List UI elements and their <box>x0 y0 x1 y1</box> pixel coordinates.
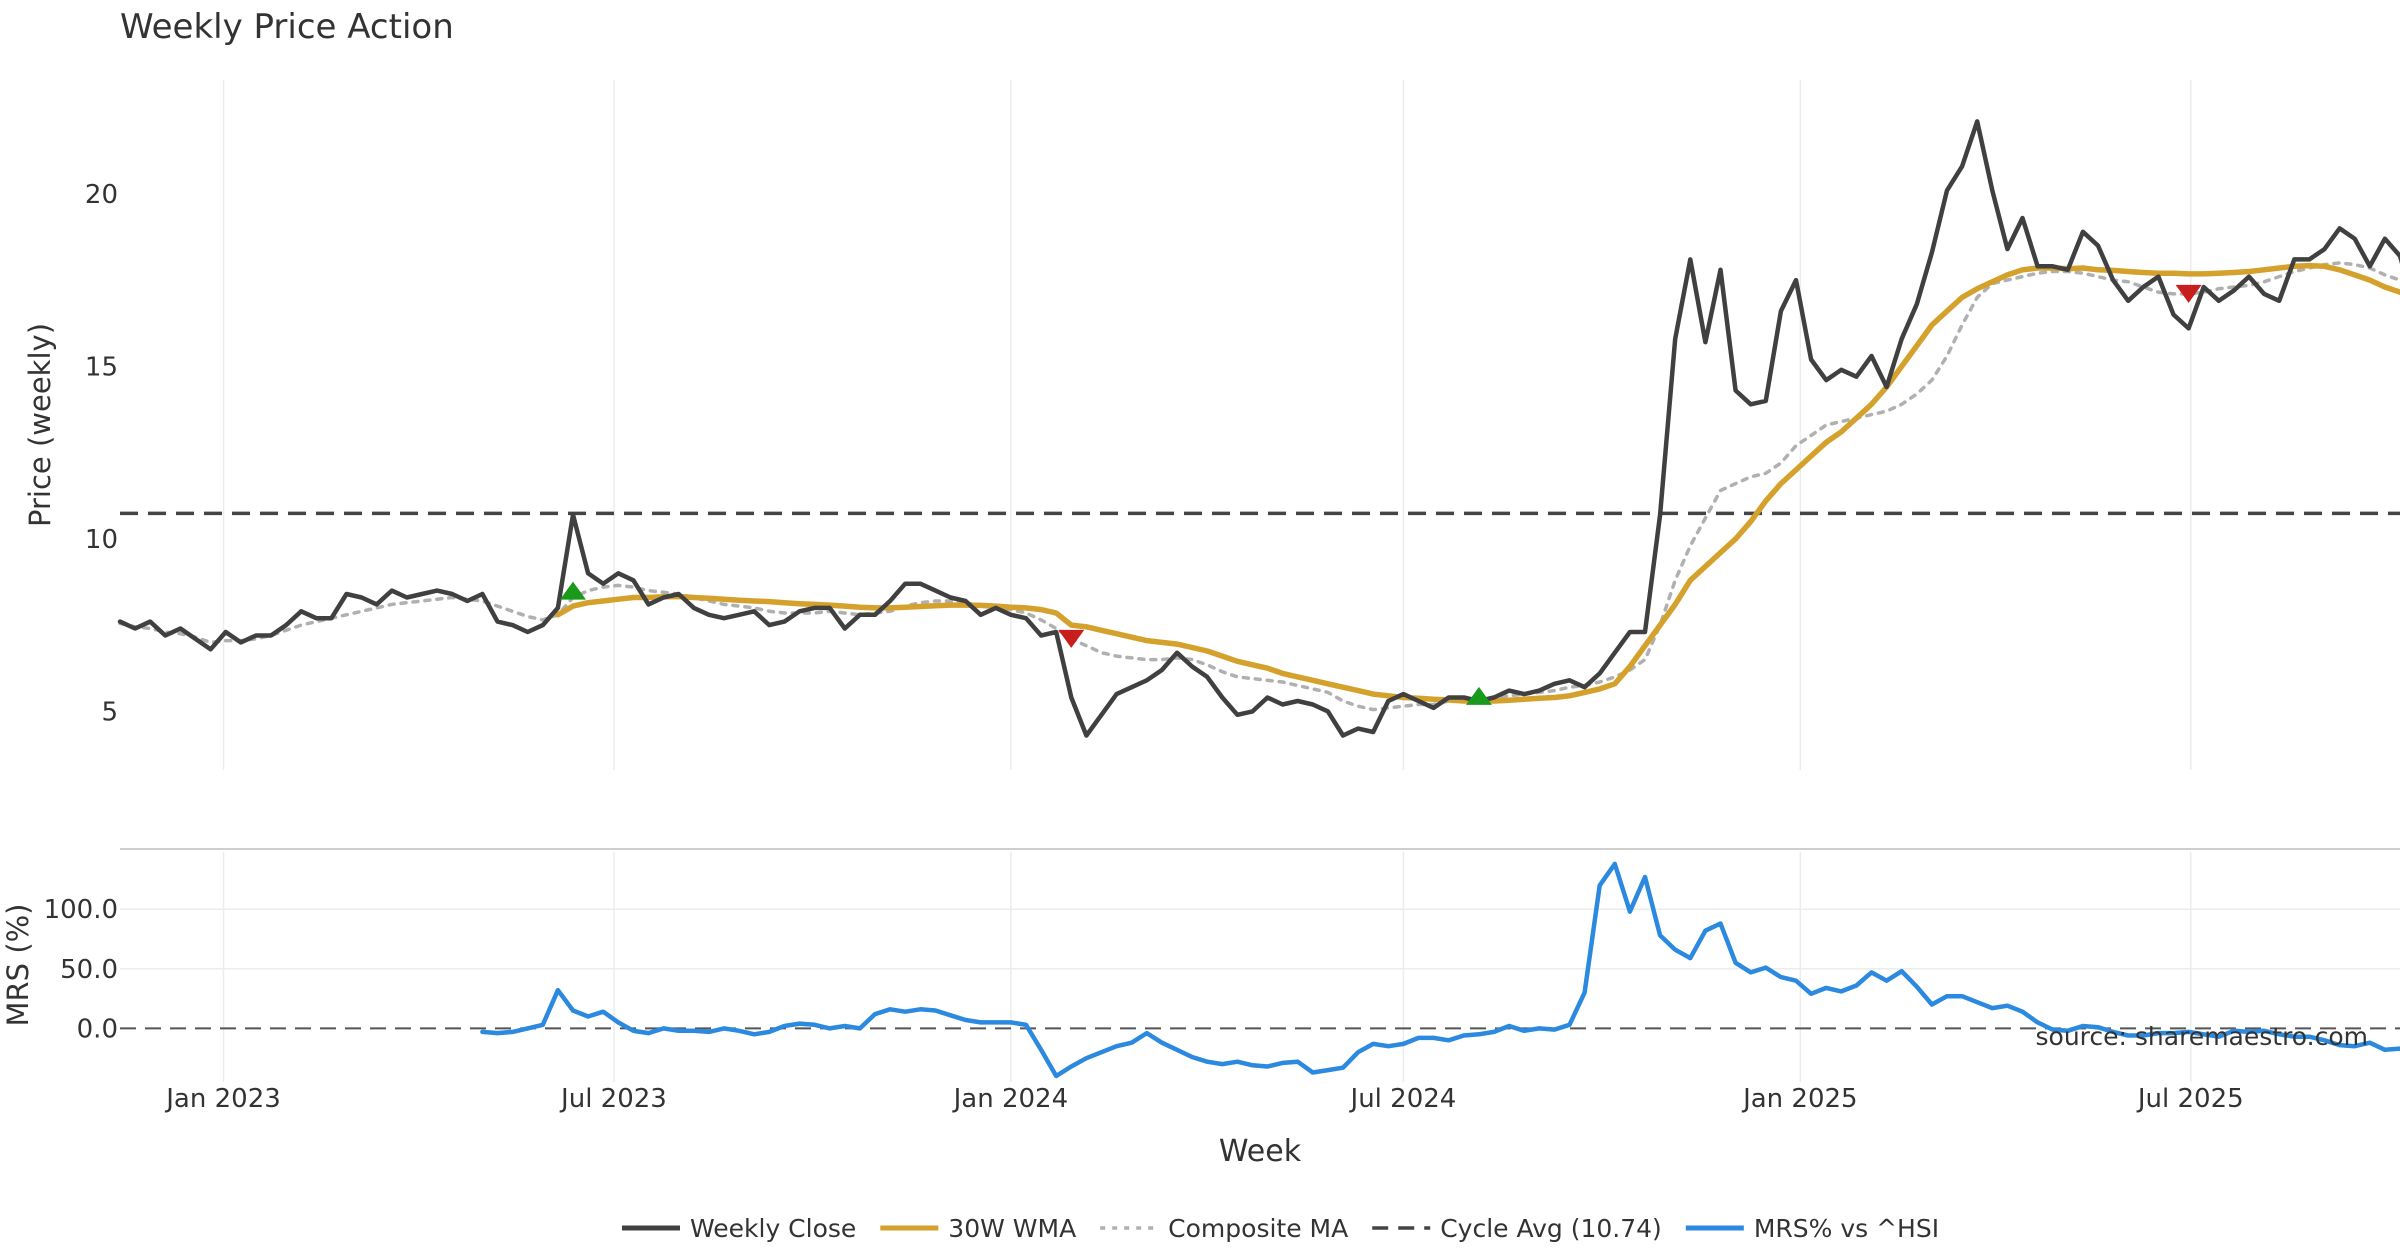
composite-ma-line <box>118 261 2400 712</box>
x-tick-label: Jan 2025 <box>1741 1084 1858 1114</box>
mrs-y-axis-label: MRS (%) <box>1 904 35 1027</box>
x-tick-label: Jan 2024 <box>952 1084 1069 1114</box>
price-panel: Price (weekly) 5 10 15 20 <box>23 80 2400 770</box>
mrs-y-tick-label: 0.0 <box>77 1014 118 1044</box>
buy-signal-marker <box>559 581 586 600</box>
legend-item: MRS% vs ^HSI <box>1685 1214 1939 1243</box>
x-tick-label: Jul 2024 <box>1349 1084 1457 1114</box>
legend: Weekly Close 30W WMA Composite MA Cycle Avg… <box>622 1214 1939 1243</box>
wma-30w-line <box>555 262 2400 704</box>
buy-signal-marker <box>1465 686 1492 705</box>
legend-label: Composite MA <box>1168 1214 1348 1243</box>
legend-item: Cycle Avg (10.74) <box>1372 1214 1662 1243</box>
x-tick-label: Jul 2023 <box>559 1084 667 1114</box>
legend-label: Weekly Close <box>690 1214 856 1243</box>
mrs-y-tick-label: 100.0 <box>44 895 118 925</box>
sell-signal-marker <box>1058 629 1085 648</box>
price-y-ticks: 5 10 15 20 <box>85 180 118 727</box>
price-y-tick-label: 15 <box>85 352 118 382</box>
weekly-close-line <box>117 119 2400 738</box>
sell-signal-marker <box>2175 284 2202 303</box>
legend-item: Weekly Close <box>622 1214 856 1243</box>
legend-label: Cycle Avg (10.74) <box>1440 1214 1662 1243</box>
price-y-tick-label: 10 <box>85 525 118 555</box>
x-axis-label: Week <box>1219 1134 1302 1169</box>
chart-title: Weekly Price Action <box>120 7 454 47</box>
x-tick-labels: Jan 2023 Jul 2023 Jan 2024 Jul 2024 Jan 2025… <box>164 1084 2243 1114</box>
mrs-series <box>480 861 2400 1079</box>
legend-item: Composite MA <box>1100 1214 1348 1243</box>
mrs-panel: MRS (%) 0.0 50.0 100.0 source: sharemaestr… <box>1 852 2400 1082</box>
price-y-tick-label: 20 <box>85 180 118 210</box>
legend-item: 30W WMA <box>880 1214 1076 1243</box>
mrs-line <box>480 861 2400 1079</box>
price-gridlines <box>222 80 2192 770</box>
legend-label: MRS% vs ^HSI <box>1754 1214 1939 1243</box>
price-y-tick-label: 5 <box>101 697 118 727</box>
source-note: source: sharemaestro.com <box>2036 1022 2369 1051</box>
mrs-gridlines <box>120 852 2400 1082</box>
mrs-y-ticks: 0.0 50.0 100.0 <box>44 895 118 1044</box>
price-y-axis-label: Price (weekly) <box>23 323 57 527</box>
price-series <box>117 119 2400 738</box>
signal-markers <box>559 284 2202 705</box>
mrs-y-tick-label: 50.0 <box>60 955 118 985</box>
legend-label: 30W WMA <box>948 1214 1076 1243</box>
x-tick-label: Jan 2023 <box>164 1084 281 1114</box>
x-tick-label: Jul 2025 <box>2136 1084 2244 1114</box>
